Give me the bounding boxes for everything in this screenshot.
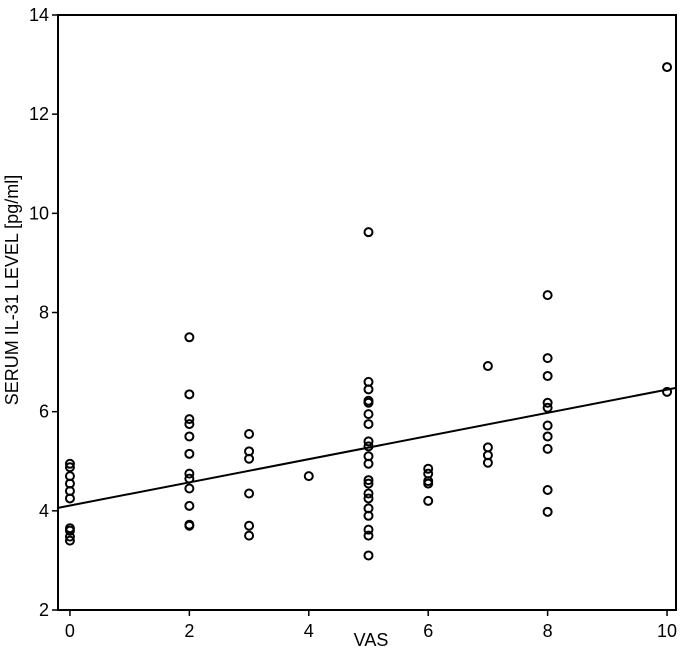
data-point (542, 443, 553, 454)
data-point (184, 500, 195, 511)
y-axis-label: SERUM IL-31 LEVEL [pg/ml] (2, 175, 22, 405)
y-axis-ticks: 2 4 6 8 10 12 14 (29, 5, 58, 620)
data-point (542, 431, 553, 442)
x-tick-label: 4 (304, 621, 314, 641)
plot-area (57, 14, 677, 611)
regression-line-group (57, 386, 677, 509)
data-point (363, 488, 374, 499)
data-point (363, 419, 374, 430)
data-point (542, 485, 553, 496)
data-point (482, 457, 493, 468)
data-point (542, 290, 553, 301)
data-point (184, 332, 195, 343)
y-tick-label: 12 (29, 104, 49, 124)
data-point (542, 402, 553, 413)
data-point (184, 520, 195, 531)
data-point (363, 397, 374, 408)
data-point (363, 436, 374, 447)
data-point (363, 409, 374, 420)
y-tick-label: 2 (39, 600, 49, 620)
data-point (244, 530, 255, 541)
y-tick-label: 6 (39, 402, 49, 422)
x-tick-label: 6 (423, 621, 433, 641)
x-axis-label: VAS (354, 630, 389, 650)
y-tick-label: 4 (39, 501, 49, 521)
plot-frame (57, 14, 677, 611)
data-point (662, 386, 673, 397)
y-tick-label: 14 (29, 5, 49, 25)
data-point (64, 531, 75, 542)
data-point (363, 475, 374, 486)
data-point (363, 550, 374, 561)
data-markers (64, 62, 673, 561)
data-point (662, 62, 673, 73)
data-point (184, 389, 195, 400)
data-point (542, 420, 553, 431)
data-point (482, 361, 493, 372)
x-tick-label: 10 (657, 621, 677, 641)
data-point (363, 530, 374, 541)
data-point (303, 471, 314, 482)
data-point (184, 414, 195, 425)
x-axis-ticks: 0 2 4 6 8 10 (65, 610, 677, 641)
data-point (64, 535, 75, 546)
data-point (184, 468, 195, 479)
data-point (542, 397, 553, 408)
data-point (482, 442, 493, 453)
data-point (184, 483, 195, 494)
data-point (184, 419, 195, 430)
data-point (244, 453, 255, 464)
data-point (363, 227, 374, 238)
data-point (542, 370, 553, 381)
data-point (184, 448, 195, 459)
regression-line (57, 386, 677, 509)
data-point (363, 384, 374, 395)
data-point (244, 428, 255, 439)
data-point (423, 495, 434, 506)
data-point (244, 520, 255, 531)
data-point (423, 478, 434, 489)
data-point (64, 493, 75, 504)
data-point (423, 463, 434, 474)
data-point (542, 353, 553, 364)
data-point (542, 506, 553, 517)
data-point (244, 488, 255, 499)
data-point (184, 431, 195, 442)
data-point (363, 458, 374, 469)
x-tick-label: 8 (543, 621, 553, 641)
y-tick-label: 10 (29, 203, 49, 223)
y-tick-label: 8 (39, 303, 49, 323)
x-tick-label: 0 (65, 621, 75, 641)
data-point (363, 478, 374, 489)
data-point (363, 510, 374, 521)
x-tick-label: 2 (184, 621, 194, 641)
data-point (64, 458, 75, 469)
data-point (363, 524, 374, 535)
data-point (64, 525, 75, 536)
data-point (363, 493, 374, 504)
